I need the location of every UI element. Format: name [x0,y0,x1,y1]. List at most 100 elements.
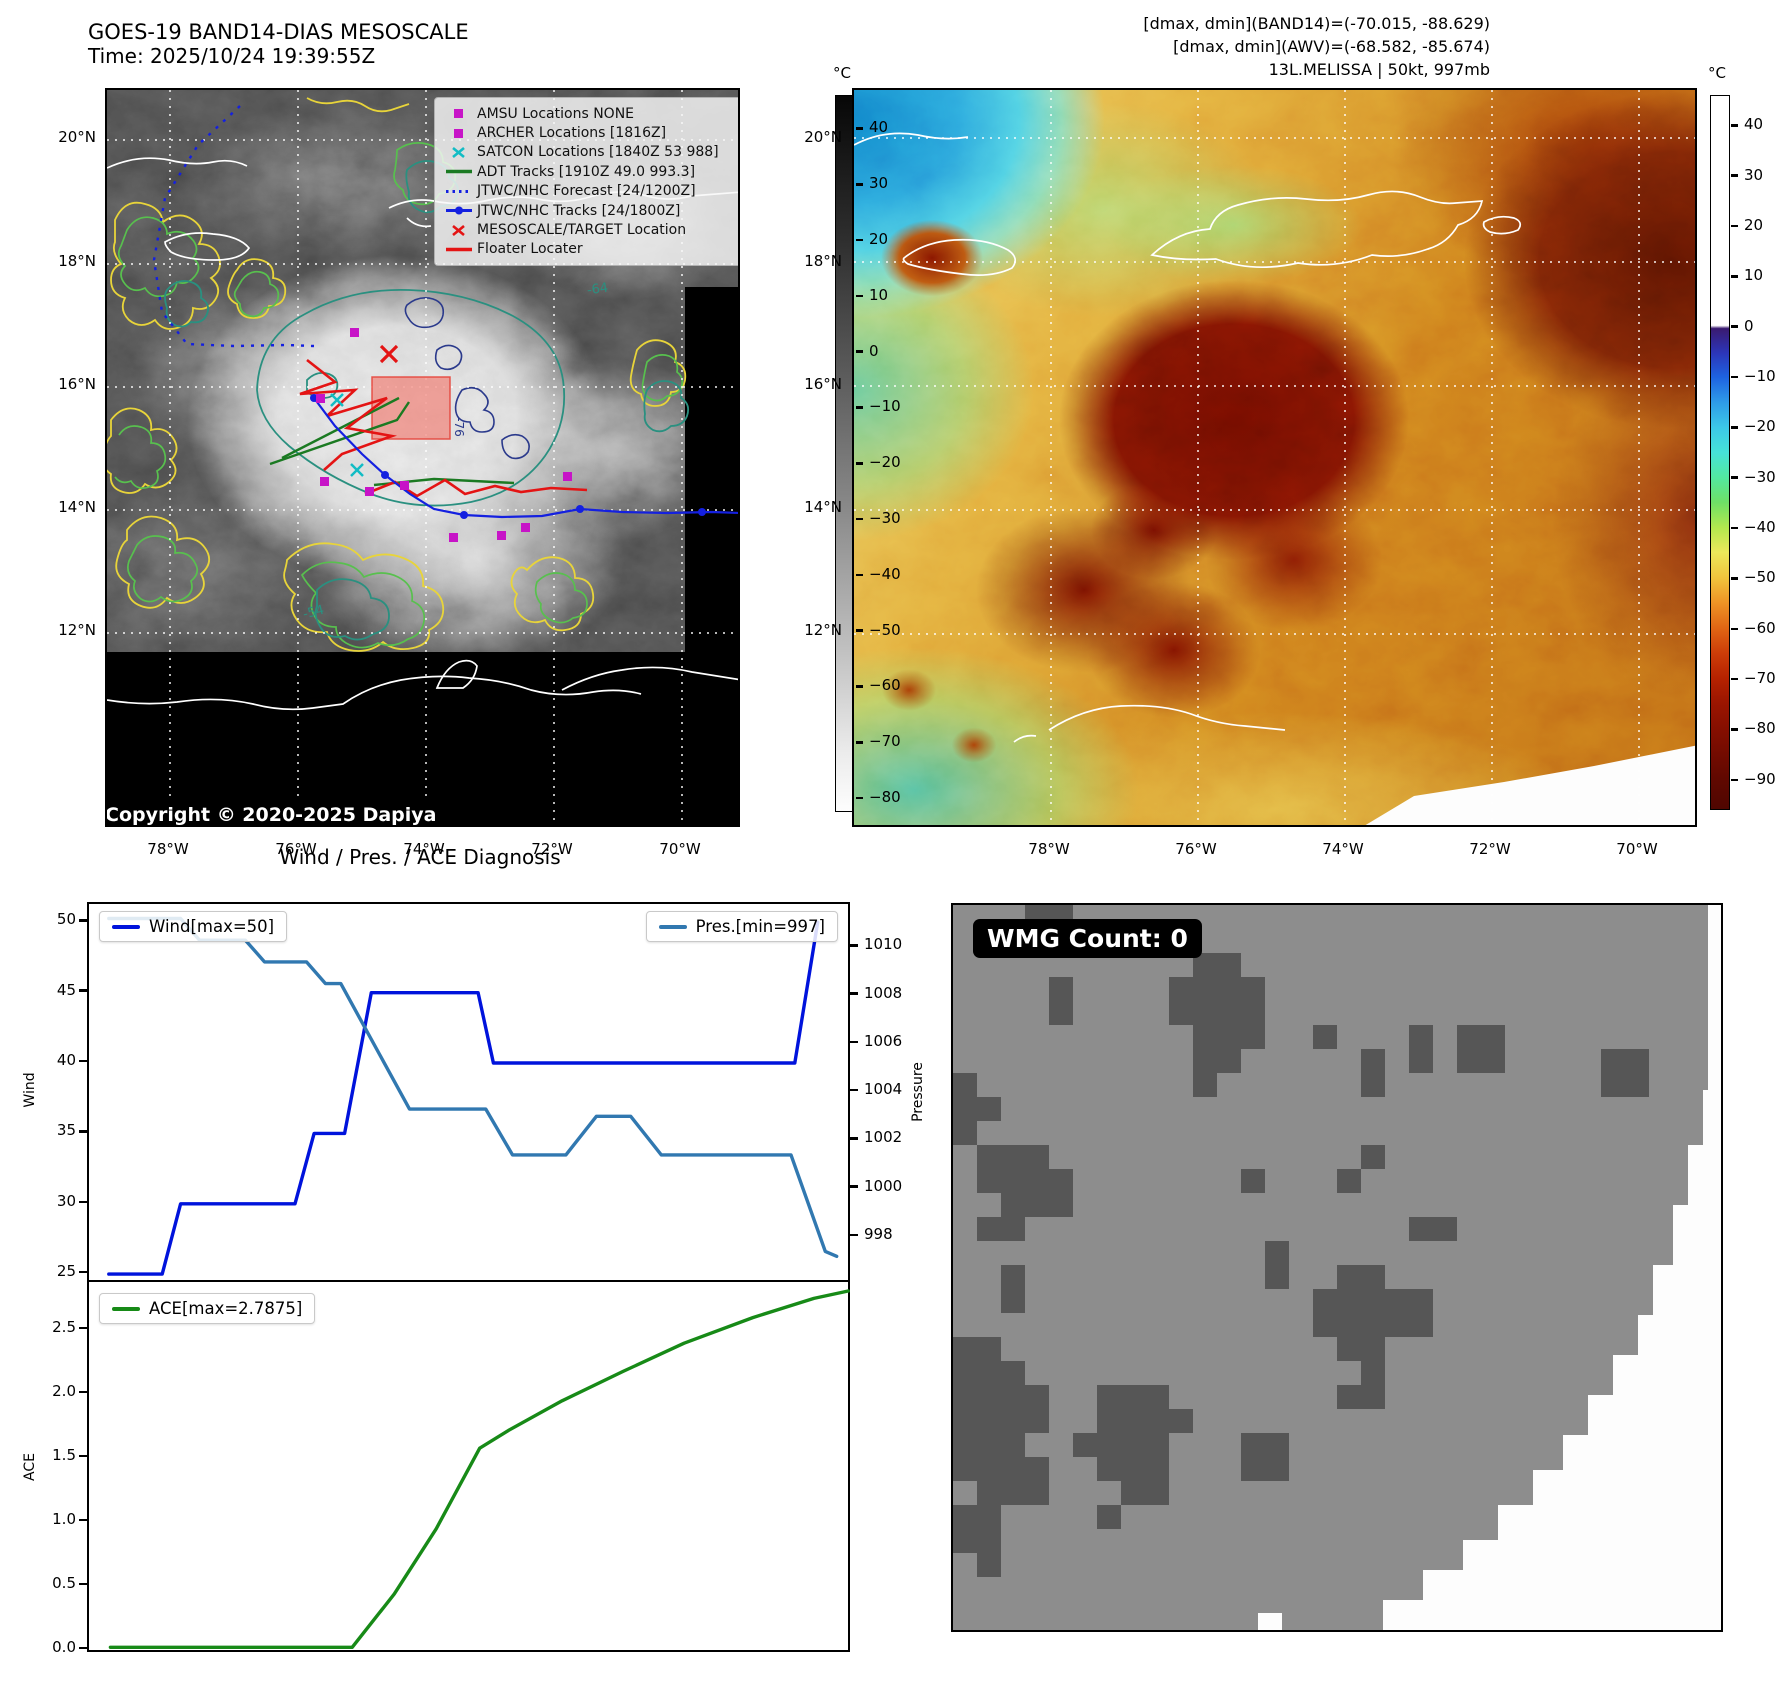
awv-colorbar-title: °C [1708,64,1726,82]
colorbar-tick-mark [856,183,863,186]
legend-marker [441,107,477,120]
wmg-masked-region [1258,905,1721,1630]
no-data-bottom [107,652,738,825]
pressure-legend: Pres.[min=997] [645,911,838,942]
colorbar-tick-mark [856,685,863,688]
colorbar-tick-label: −40 [869,564,901,583]
axis-tick-label: 0.0 [52,1637,76,1656]
colorbar-tick-mark [1731,677,1738,681]
wmg-dark-cells [953,905,1649,1577]
colorbar-tick-mark [1731,325,1738,328]
colorbar-tick-label: −30 [869,509,901,528]
series-wind [107,920,820,1276]
ace-swatch [112,1306,140,1311]
colorbar-tick-label: 30 [869,174,889,193]
copyright: Copyright © 2020-2025 Dapiya [107,802,447,825]
jtwc-track [310,394,738,519]
colorbar-tick-mark [856,629,863,632]
contours-green [114,142,684,649]
colorbar-tick-mark [1731,476,1738,479]
axis-tick-label: 1.0 [52,1509,76,1528]
legend-item-label: SATCON Locations [1840Z 53 988] [477,144,719,161]
awv-map-graphics [854,90,1695,825]
no-data-wedge [1365,745,1695,825]
legend-marker [441,146,477,159]
colorbar-tick-mark [856,127,863,130]
awv-colorbar [1710,95,1730,810]
colorbar-tick-label: −60 [869,676,901,695]
diagnosis-title: Wind / Pres. / ACE Diagnosis [279,845,561,869]
legend-item: JTWC/NHC Forecast [24/1200Z] [441,182,735,201]
colorbar-tick-label: −10 [1744,366,1776,385]
legend-item-label: Floater Locater [477,241,583,258]
colorbar-tick-mark [856,573,863,577]
legend-item: Floater Locater [441,240,735,259]
lat-label: 12°N [58,621,96,639]
colorbar-tick-label: −80 [1744,719,1776,738]
colorbar-tick-label: 30 [1744,165,1764,184]
archer-locations [316,328,572,542]
satcon-locations [330,393,364,477]
axis-tick-mark [79,1326,87,1330]
band14-colorbar-title: °C [833,64,851,82]
axis-tick-label: 50 [56,910,76,929]
wmg-panel: WMG Count: 0 [951,903,1723,1632]
colorbar-tick-mark [1731,275,1738,278]
legend-item: JTWC/NHC Tracks [24/1800Z] [441,201,735,220]
axis-tick-mark [850,1040,858,1044]
map-legend: AMSU Locations NONE ARCHER Locations [181… [434,97,738,267]
legend-item-label: JTWC/NHC Tracks [24/1800Z] [477,202,681,219]
axis-tick-label: 35 [56,1121,76,1140]
x-marker-icon [452,146,465,158]
lat-label: 16°N [58,375,96,393]
wmg-graphics [953,905,1721,1630]
page-title: GOES-19 BAND14-DIAS MESOSCALE [88,20,469,44]
lon-label: 72°W [1469,840,1511,858]
legend-item: ADT Tracks [1910Z 49.0 993.3] [441,162,735,181]
legend-item: SATCON Locations [1840Z 53 988] [441,143,735,162]
axis-tick-mark [79,1270,87,1274]
square-marker-icon [454,109,463,119]
legend-marker [441,243,477,256]
axis-tick-label: 0.5 [52,1573,76,1592]
axis-tick-mark [850,1233,858,1237]
lon-label: 70°W [659,840,701,858]
colorbar-tick-mark [1731,174,1738,177]
colorbar-tick-label: −80 [869,788,901,807]
dotted-marker-icon [446,189,472,193]
legend-item-label: ARCHER Locations [1816Z] [477,125,667,142]
lon-label: 78°W [1028,840,1070,858]
axis-tick-label: 2.0 [52,1381,76,1400]
legend-item-label: JTWC/NHC Forecast [24/1200Z] [477,183,696,200]
legend-item: ARCHER Locations [1816Z] [441,123,735,142]
axis-tick-mark [850,992,858,995]
colorbar-tick-label: −70 [1744,669,1776,688]
ace-axis-label: ACE [22,1453,38,1481]
lat-label: 14°N [58,498,96,516]
colorbar-tick-mark [856,796,863,800]
colorbar-tick-label: −40 [1744,518,1776,537]
axis-tick-mark [850,944,858,947]
axis-tick-label: 1.5 [52,1445,76,1464]
pressure-axis-label: Pressure [910,1062,926,1122]
dmax-dmin-band14: [dmax, dmin](BAND14)=(-70.015, -88.629) [1143,14,1490,33]
axis-tick-label: 1002 [864,1128,903,1147]
colorbar-tick-mark [856,350,863,353]
colorbar-tick-mark [1731,577,1738,580]
lon-label: 74°W [1322,840,1364,858]
coastlines [854,132,1522,743]
line-marker-icon [446,170,472,174]
lon-label: 76°W [275,840,317,858]
axis-tick-mark [79,989,87,992]
colorbar-tick-label: 0 [869,341,879,360]
axis-tick-label: 40 [56,1051,76,1070]
colorbar-tick-label: 10 [869,285,889,304]
axis-tick-label: 1000 [864,1176,903,1195]
colorbar-tick-mark [856,517,863,521]
colorbar-tick-label: −20 [1744,417,1776,436]
axis-tick-mark [79,1454,87,1458]
colorbar-tick-label: 0 [1744,316,1754,335]
colorbar-tick-label: −60 [1744,618,1776,637]
lon-label: 74°W [403,840,445,858]
pressure-legend-label: Pres.[min=997] [695,917,825,936]
